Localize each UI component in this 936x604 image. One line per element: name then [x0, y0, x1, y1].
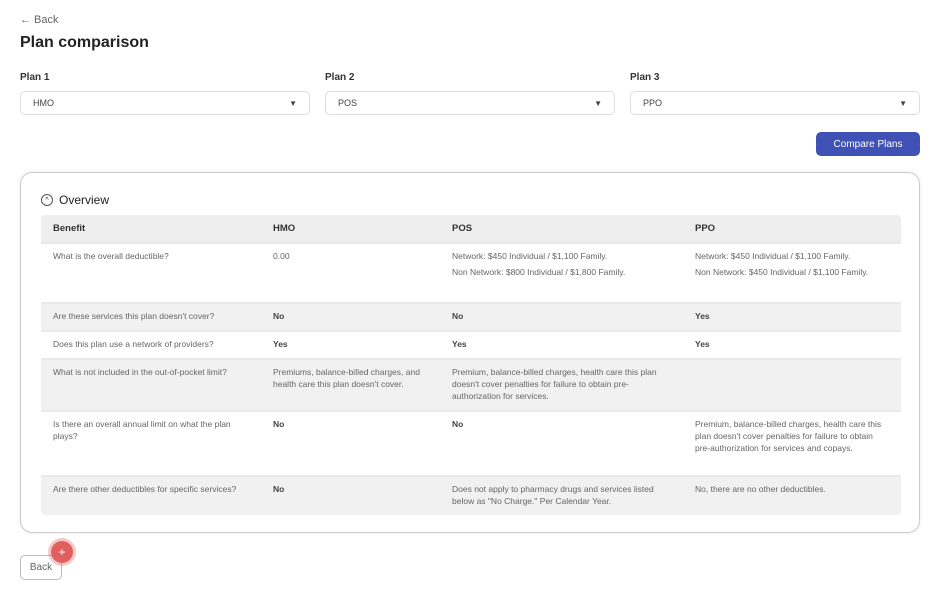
table-row: What is the overall deductible? 0.00 Net… [41, 242, 901, 304]
pos-cell: Does not apply to pharmacy drugs and ser… [440, 474, 683, 515]
pos-cell: No [440, 409, 683, 476]
table-row: Are there other deductibles for specific… [41, 474, 901, 515]
hmo-cell: No [261, 409, 440, 476]
ppo-cell: No, there are no other deductibles. [683, 474, 901, 515]
header-ppo: PPO [683, 215, 901, 244]
overview-card: ^ Overview Benefit HMO POS PPO What is th… [20, 172, 920, 533]
back-link[interactable]: ← Back [20, 14, 59, 26]
hmo-cell: No [261, 474, 440, 515]
hmo-cell: Yes [261, 330, 440, 360]
pos-cell: No [440, 302, 683, 332]
chevron-up-icon: ^ [41, 194, 53, 206]
ppo-cell [683, 358, 901, 411]
plan-3-field: Plan 3 PPO ▼ [630, 72, 920, 115]
pos-network: Network: $450 Individual / $1,100 Family… [452, 251, 608, 262]
plan-2-field: Plan 2 POS ▼ [325, 72, 615, 115]
table-header: Benefit HMO POS PPO [41, 215, 901, 244]
comparison-table: Benefit HMO POS PPO What is the overall … [41, 215, 901, 515]
click-marker-plus-icon: + [51, 541, 73, 563]
hmo-cell: Premiums, balance-billed charges, and he… [261, 358, 440, 411]
compare-plans-button[interactable]: Compare Plans [816, 132, 920, 156]
benefit-cell: What is the overall deductible? [41, 242, 261, 304]
pos-non-network: Non Network: $800 Individual / $1,800 Fa… [452, 267, 626, 278]
caret-down-icon: ▼ [289, 98, 297, 108]
page-title: Plan comparison [20, 34, 149, 51]
plan-2-select[interactable]: POS ▼ [325, 91, 615, 115]
header-hmo: HMO [261, 215, 440, 244]
benefit-cell: Are there other deductibles for specific… [41, 474, 261, 515]
plan-1-field: Plan 1 HMO ▼ [20, 72, 310, 115]
caret-down-icon: ▼ [899, 98, 907, 108]
plan-3-value: PPO [643, 98, 663, 108]
table-row: Is there an overall annual limit on what… [41, 409, 901, 476]
benefit-cell: Does this plan use a network of provider… [41, 330, 261, 360]
header-benefit: Benefit [41, 215, 261, 244]
pos-cell: Premium, balance-billed charges, health … [440, 358, 683, 411]
hmo-cell: 0.00 [261, 242, 440, 304]
pos-cell: Yes [440, 330, 683, 360]
ppo-non-network: Non Network: $450 Individual / $1,100 Fa… [695, 267, 869, 278]
plan-2-value: POS [338, 98, 358, 108]
ppo-cell: Yes [683, 330, 901, 360]
ppo-cell: Yes [683, 302, 901, 332]
plan-1-select[interactable]: HMO ▼ [20, 91, 310, 115]
benefit-cell: Are these services this plan doesn't cov… [41, 302, 261, 332]
table-row: What is not included in the out-of-pocke… [41, 358, 901, 411]
plan-1-value: HMO [33, 98, 54, 108]
pos-cell: Network: $450 Individual / $1,100 Family… [440, 242, 683, 304]
benefit-cell: What is not included in the out-of-pocke… [41, 358, 261, 411]
table-row: Does this plan use a network of provider… [41, 330, 901, 360]
ppo-network: Network: $450 Individual / $1,100 Family… [695, 251, 851, 262]
plan-3-select[interactable]: PPO ▼ [630, 91, 920, 115]
header-pos: POS [440, 215, 683, 244]
overview-title: Overview [59, 193, 110, 207]
plan-1-label: Plan 1 [20, 72, 50, 83]
ppo-cell: Network: $450 Individual / $1,100 Family… [683, 242, 901, 304]
caret-down-icon: ▼ [594, 98, 602, 108]
ppo-cell: Premium, balance-billed charges, health … [683, 409, 901, 476]
plan-2-label: Plan 2 [325, 72, 355, 83]
benefit-cell: Is there an overall annual limit on what… [41, 409, 261, 476]
table-row: Are these services this plan doesn't cov… [41, 302, 901, 332]
hmo-cell: No [261, 302, 440, 332]
overview-toggle[interactable]: ^ Overview [41, 193, 109, 207]
plan-3-label: Plan 3 [630, 72, 660, 83]
